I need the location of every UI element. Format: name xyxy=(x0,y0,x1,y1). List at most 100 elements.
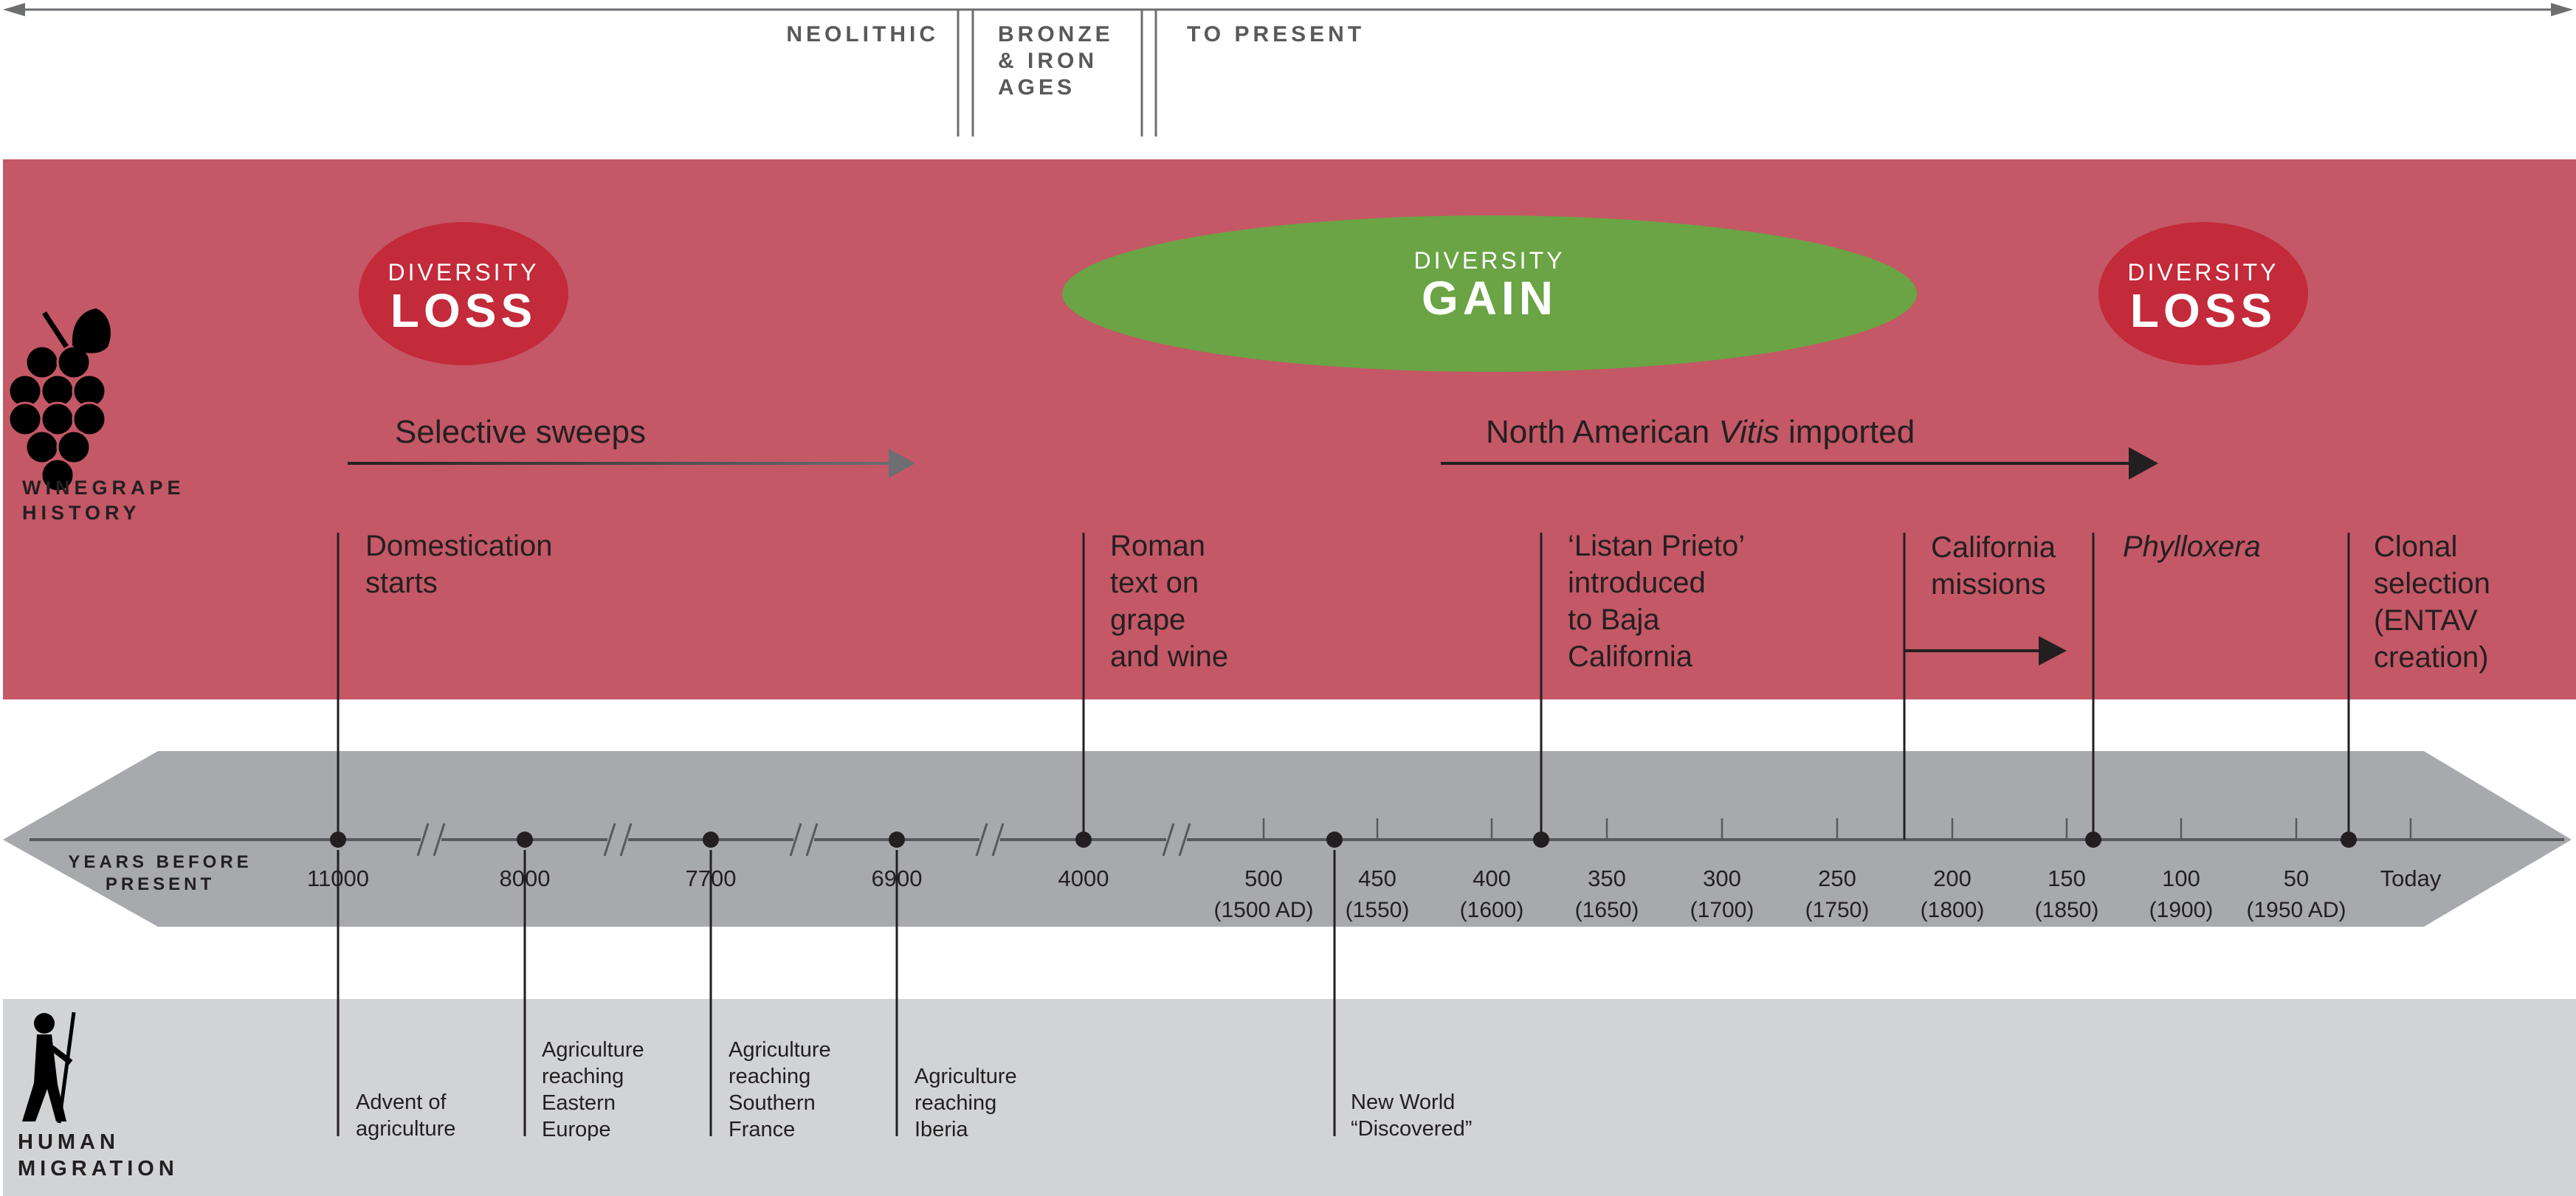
migration-label-eastern: Agriculture reaching Eastern Europe xyxy=(542,1038,644,1141)
event-label-clonal: Clonal selection (ENTAV creation) xyxy=(2374,530,2490,674)
north-american-label-part: Vitis xyxy=(1718,414,1779,450)
axis-break-gap xyxy=(421,825,441,854)
human-body xyxy=(22,1034,66,1121)
human-migration-label: HUMAN MIGRATION xyxy=(18,1130,179,1181)
timeline-tick-sublabel: (1550) xyxy=(1346,898,1410,922)
axis-break-gap xyxy=(607,825,628,854)
axis-break-gap xyxy=(1166,825,1187,854)
era-arrowhead-left xyxy=(3,3,25,16)
human-staff xyxy=(57,1012,76,1124)
diversity-loss-right-badge-big-text: LOSS xyxy=(2130,284,2276,337)
human-walker-icon xyxy=(22,1012,76,1124)
event-label-domestication: Domestication starts xyxy=(365,530,552,599)
era-bronze-iron: BRONZE & IRON AGES xyxy=(998,22,1114,100)
california-missions-head xyxy=(2039,636,2067,666)
human-migration-band xyxy=(3,999,2576,1196)
axis-break xyxy=(603,823,633,857)
timeline-tick-sublabel: (1950 AD) xyxy=(2246,898,2346,922)
selective-sweeps-arrow xyxy=(348,449,915,478)
event-label-california: California missions xyxy=(1931,531,2056,601)
timeline-tick-label: 450 xyxy=(1358,865,1397,891)
axis-break-slash xyxy=(789,823,802,857)
axis-break xyxy=(1162,823,1191,857)
timeline-tick-sublabel: (1700) xyxy=(1690,898,1754,922)
selective-sweeps-shaft xyxy=(348,462,894,465)
timeline-tick-label: 400 xyxy=(1473,865,1511,891)
migration-label-southern: Agriculture reaching Southern France xyxy=(729,1038,831,1141)
timeline-tick-label: Today xyxy=(2380,865,2442,891)
axis-break-gap xyxy=(979,825,1000,854)
timeline-tick-sublabel: (1500 AD) xyxy=(1213,898,1313,922)
winegrape-history-label: WINEGRAPE HISTORY xyxy=(22,477,185,524)
timeline-tick-label: 4000 xyxy=(1058,865,1109,891)
axis-break-slash xyxy=(416,823,430,857)
human-head xyxy=(34,1013,55,1034)
axis-break-slash xyxy=(1162,823,1175,857)
axis-break xyxy=(416,823,446,857)
event-label-phylloxera: Phylloxera xyxy=(2123,530,2261,563)
years-before-present-label: YEARS BEFORE PRESENT xyxy=(68,852,252,894)
timeline-tick-sublabel: (1900) xyxy=(2149,898,2214,922)
axis-break-slash xyxy=(433,823,446,857)
era-to-present: TO PRESENT xyxy=(1187,22,1365,46)
axis-break-slash xyxy=(805,823,819,857)
migration-label-newworld: New World “Discovered” xyxy=(1351,1090,1472,1141)
north-american-vitis-label: North American Vitis imported xyxy=(1486,414,1915,450)
era-header xyxy=(3,3,2573,136)
axis-break xyxy=(975,823,1005,857)
timeline-tick-label: 350 xyxy=(1588,865,1626,891)
timeline-tick-label: 300 xyxy=(1703,865,1741,891)
timeline-tick-sublabel: (1650) xyxy=(1575,898,1639,922)
timeline-tick-sublabel: (1750) xyxy=(1805,898,1870,922)
timeline-tick-label: 250 xyxy=(1818,865,1856,891)
axis-break-slash xyxy=(991,823,1005,857)
north-american-label-part: North American xyxy=(1486,414,1718,450)
timeline-dot xyxy=(889,832,905,848)
diversity-gain-badge-shape xyxy=(1062,215,1917,372)
human-arm xyxy=(49,1045,73,1065)
axis-break-slash xyxy=(619,823,633,857)
diversity-loss-right-badge-shape xyxy=(2098,222,2308,365)
grape-stem xyxy=(42,311,69,348)
timeline-dot xyxy=(1533,832,1549,848)
timeline-dot xyxy=(2085,832,2101,848)
timeline-dot xyxy=(703,832,719,848)
event-label-roman: Roman text on grape and wine xyxy=(1110,530,1228,673)
timeline-tick-sublabel: (1850) xyxy=(2035,898,2099,922)
era-neolithic: NEOLITHIC xyxy=(786,22,939,46)
north-american-head xyxy=(2129,447,2158,480)
diversity-gain-badge-small-text: DIVERSITY xyxy=(1414,247,1566,274)
timeline-tick-label: 500 xyxy=(1244,865,1283,891)
timeline-tick-label: 150 xyxy=(2048,865,2086,891)
diversity-loss-left-badge-small-text: DIVERSITY xyxy=(388,259,540,286)
axis-break-gap xyxy=(793,825,814,854)
timeline-tick-sublabel: (1600) xyxy=(1460,898,1524,922)
event-label-listan: ‘Listan Prieto’ introduced to Baja Californ… xyxy=(1568,530,1745,673)
grape-berry xyxy=(24,345,60,380)
timeline-dot xyxy=(517,832,533,848)
selective-sweeps-head xyxy=(889,449,915,478)
migration-label-iberia: Agriculture reaching Iberia xyxy=(915,1065,1017,1141)
axis-break-slash xyxy=(975,823,988,857)
diversity-loss-left-badge-shape xyxy=(359,222,568,365)
grape-berry xyxy=(56,429,92,465)
timeline-tick-label: 50 xyxy=(2284,865,2309,891)
north-american-vitis-arrow xyxy=(1441,447,2158,480)
grape-icon xyxy=(7,308,111,493)
grape-leaf xyxy=(72,308,111,353)
timeline-tick-label: 200 xyxy=(1933,865,1971,891)
axis-break-slash xyxy=(603,823,616,857)
timeline-tick-sublabel: (1800) xyxy=(1921,898,1985,922)
diversity-gain-badge-big-text: GAIN xyxy=(1422,272,1557,325)
selective-sweeps-label: Selective sweeps xyxy=(395,414,646,450)
migration-label-advent: Advent of agriculture xyxy=(356,1090,455,1141)
north-american-label-part: imported xyxy=(1780,414,1915,450)
timeline-tick-label: 100 xyxy=(2162,865,2200,891)
grape-berry xyxy=(72,401,107,437)
california-missions-arrow xyxy=(1904,636,2067,666)
grape-berry xyxy=(40,457,75,493)
